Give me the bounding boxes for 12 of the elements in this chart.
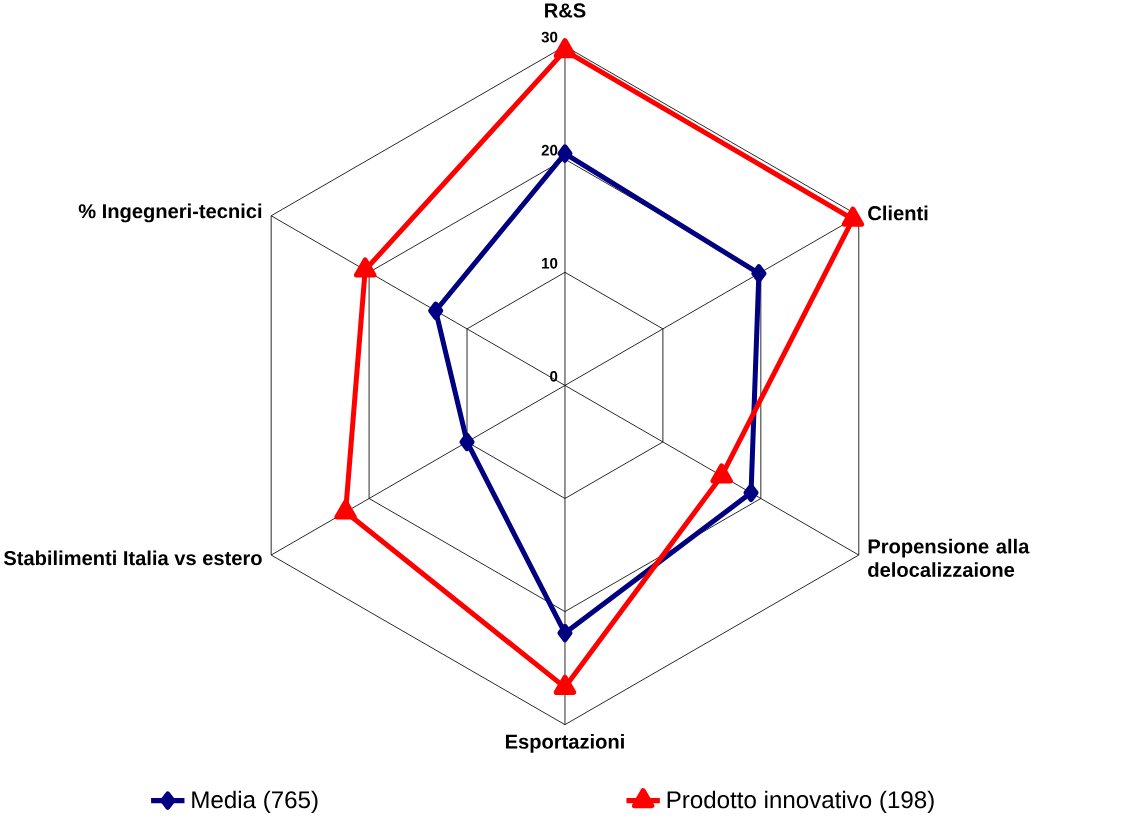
y-tick-label: 20	[541, 144, 558, 156]
spoke-label: R&S	[545, 3, 586, 18]
y-tick-label: 30	[541, 31, 558, 43]
spoke-label: % Ingegneri-tecnici	[78, 203, 262, 223]
spoke-label: Stabilimenti Italia vs estero	[3, 550, 262, 566]
spoke-label: Esportazioni	[505, 733, 624, 753]
legend-label: Media (765)	[192, 790, 318, 813]
y-tick-label: 0	[550, 370, 558, 382]
spoke-label: Clienti	[868, 205, 928, 221]
spoke-label: Propensione alla delocalizzaione	[868, 538, 1030, 577]
y-tick-label: 10	[542, 257, 558, 269]
legend-label: Prodotto innovativo (198)	[667, 790, 934, 813]
